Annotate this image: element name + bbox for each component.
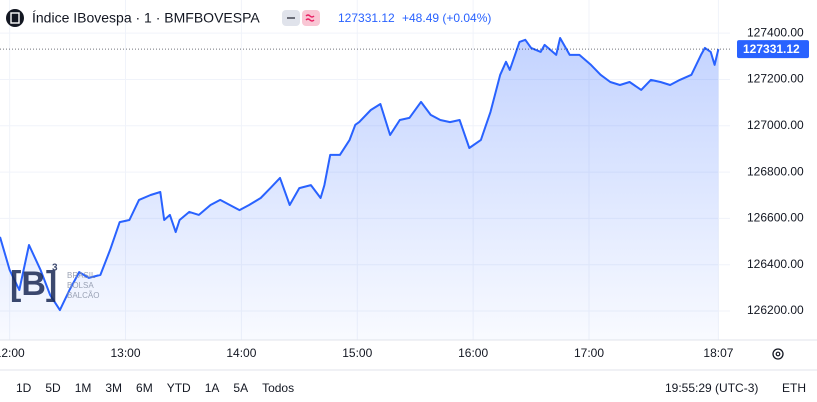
x-tick-label: 16:00 bbox=[458, 346, 488, 360]
range-button[interactable]: 1A bbox=[205, 381, 220, 395]
line bbox=[0, 37, 720, 312]
symbol-icon-mark bbox=[10, 12, 20, 24]
x-tick-label: 15:00 bbox=[342, 346, 372, 360]
title: Índice IBovespa · 1 · BMFBOVESPA bbox=[32, 10, 260, 26]
range-button[interactable]: 3M bbox=[105, 381, 122, 395]
x-tick-label: 13:00 bbox=[111, 346, 141, 360]
last-price-box bbox=[737, 40, 809, 59]
y-tick-label: 127400.00 bbox=[747, 25, 804, 39]
y-tick-label: 126200.00 bbox=[747, 303, 804, 317]
range-button[interactable]: 1D bbox=[16, 381, 32, 395]
range-button[interactable]: 6M bbox=[136, 381, 153, 395]
y-tick-label: 127200.00 bbox=[747, 72, 804, 86]
x-tick-label: 18:07 bbox=[703, 346, 733, 360]
x-tick-label: 12:00 bbox=[0, 346, 25, 360]
pill-icon bbox=[305, 14, 315, 22]
last-price-label: 127331.12 bbox=[743, 42, 800, 56]
logo-line: BRASIL bbox=[67, 271, 96, 280]
range-button[interactable]: Todos bbox=[262, 381, 294, 395]
y-tick-label: 126800.00 bbox=[747, 164, 804, 178]
y-tick-label: 126600.00 bbox=[747, 211, 804, 225]
pill[interactable] bbox=[302, 10, 320, 26]
range-button[interactable]: 5A bbox=[233, 381, 248, 395]
session[interactable]: ETH bbox=[782, 381, 806, 395]
range-button[interactable]: YTD bbox=[167, 381, 191, 395]
range-button[interactable]: 1M bbox=[75, 381, 92, 395]
x-tick-label: 14:00 bbox=[226, 346, 256, 360]
y-tick-label: 126400.00 bbox=[747, 257, 804, 271]
price: 127331.12 bbox=[338, 11, 395, 25]
logo-sup: 3 bbox=[52, 263, 58, 274]
change: +48.49 (+0.04%) bbox=[402, 11, 491, 25]
gear-hub bbox=[775, 351, 781, 357]
settings-icon[interactable] bbox=[772, 348, 784, 360]
logo: [B] bbox=[10, 265, 57, 303]
clock: 19:55:29 (UTC-3) bbox=[665, 381, 758, 395]
y-tick-label: 127000.00 bbox=[747, 118, 804, 132]
symbol-icon bbox=[6, 9, 24, 27]
x-tick-label: 17:00 bbox=[574, 346, 604, 360]
logo-line: BALCÃO bbox=[67, 291, 99, 300]
gear[interactable] bbox=[772, 348, 784, 360]
area bbox=[0, 38, 719, 340]
watermark: [B] 3 BRASIL BOLSA BALCÃO bbox=[10, 263, 99, 303]
pill-icon bbox=[287, 17, 295, 19]
header: Índice IBovespa · 1 · BMFBOVESPA 127331.… bbox=[6, 9, 491, 27]
logo-line: BOLSA bbox=[67, 281, 94, 290]
price-axis-bg bbox=[730, 0, 817, 370]
range-button[interactable]: 5D bbox=[45, 381, 61, 395]
